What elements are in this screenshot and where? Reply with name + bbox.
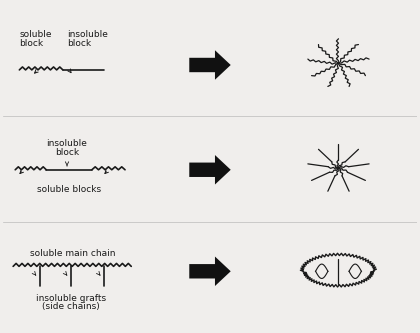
- Text: soluble blocks: soluble blocks: [37, 184, 101, 193]
- Text: insoluble: insoluble: [67, 30, 108, 39]
- Polygon shape: [189, 50, 231, 80]
- Text: block: block: [67, 39, 91, 48]
- Text: block: block: [19, 39, 44, 48]
- Polygon shape: [189, 256, 231, 286]
- Polygon shape: [189, 155, 231, 184]
- Text: insoluble grafts: insoluble grafts: [36, 294, 106, 303]
- Text: soluble main chain: soluble main chain: [31, 249, 116, 258]
- Text: block: block: [55, 148, 79, 157]
- Text: (side chains): (side chains): [42, 302, 100, 311]
- Text: insoluble: insoluble: [47, 140, 87, 149]
- Text: soluble: soluble: [19, 30, 52, 39]
